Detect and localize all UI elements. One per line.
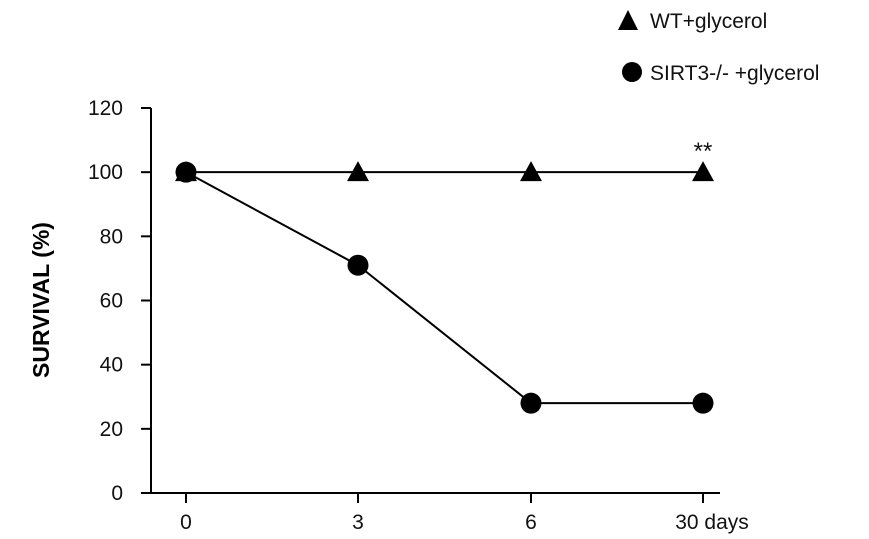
series-1 [175,161,714,414]
legend-triangle-icon [618,10,638,30]
series-layer [175,161,714,414]
y-tick-label: 80 [100,225,123,248]
data-point-triangle [520,161,542,182]
legend: WT+glycerol SIRT3-/- +glycerol [618,10,819,85]
x-tick-label: 6 [525,511,537,534]
legend-item-sirt3: SIRT3-/- +glycerol [622,62,819,85]
y-tick-label: 0 [111,482,123,505]
legend-label-wt: WT+glycerol [650,10,767,33]
significance-annotation: ** [694,138,713,165]
y-tick-label: 120 [88,97,123,120]
annotation-layer: ** [694,138,713,165]
data-point-triangle [692,161,714,182]
axes: 0 20 40 60 80 100 120 0 3 6 30 days [88,97,749,534]
data-point-circle [175,161,197,183]
x-tick-label: 3 [352,511,364,534]
y-tick-label: 20 [100,418,123,441]
x-tick-label: 30 days [675,511,749,534]
data-point-circle [692,392,714,414]
data-point-triangle [347,161,369,182]
y-tick-label: 100 [88,161,123,184]
series-0 [175,161,714,182]
y-tick-label: 60 [100,290,123,313]
legend-circle-icon [622,62,642,82]
legend-item-wt: WT+glycerol [618,10,767,33]
y-axis-label: SURVIVAL (%) [28,222,54,378]
y-tick-label: 40 [100,354,123,377]
x-ticks: 0 3 6 30 days [180,493,749,534]
data-point-circle [347,254,369,276]
data-point-circle [520,392,542,414]
legend-label-sirt3: SIRT3-/- +glycerol [650,62,819,85]
y-ticks: 0 20 40 60 80 100 120 [88,97,151,505]
x-tick-label: 0 [180,511,192,534]
series-line [185,171,703,405]
